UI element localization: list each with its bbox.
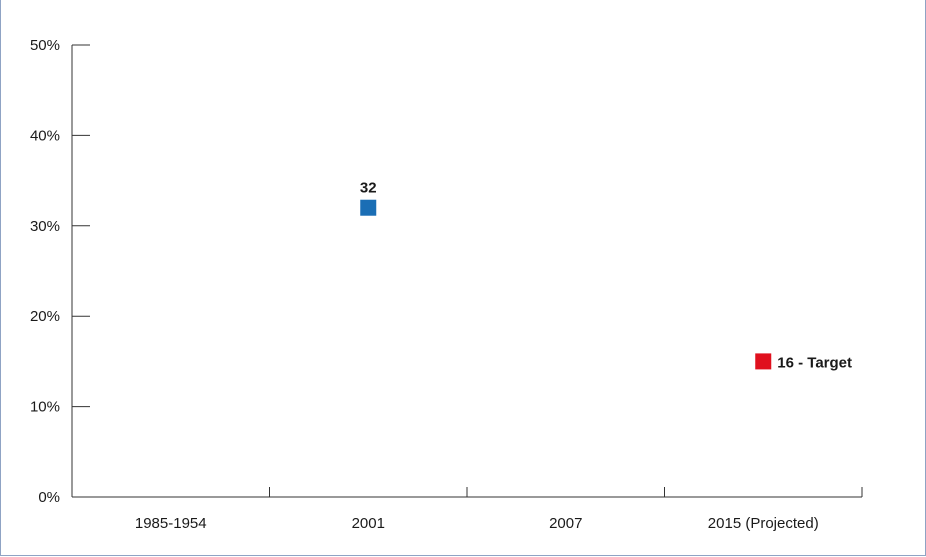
y-axis-ticks: 0% 10% 20% 30% 40% 50%	[30, 37, 90, 506]
y-tick-label: 10%	[30, 399, 60, 416]
y-tick-label: 0%	[38, 489, 60, 506]
y-tick-label: 30%	[30, 218, 60, 235]
x-axis-ticks: 1985-1954 2001 2007 2015 (Projected)	[71, 487, 863, 532]
x-tick-label: 2015 (Projected)	[708, 515, 819, 532]
data-label-1: 32	[360, 180, 377, 197]
y-tick-label: 50%	[30, 37, 60, 54]
y-tick-label: 40%	[30, 127, 60, 144]
x-tick-label: 1985-1954	[135, 515, 207, 532]
y-tick-label: 20%	[30, 308, 60, 325]
data-points: 32 16 - Target	[360, 180, 852, 372]
data-label-2: 16 - Target	[777, 354, 852, 371]
data-point-1	[360, 199, 377, 216]
axes	[71, 45, 862, 498]
data-point-2	[755, 353, 772, 370]
x-tick-label: 2001	[352, 515, 385, 532]
x-tick-label: 2007	[549, 515, 582, 532]
